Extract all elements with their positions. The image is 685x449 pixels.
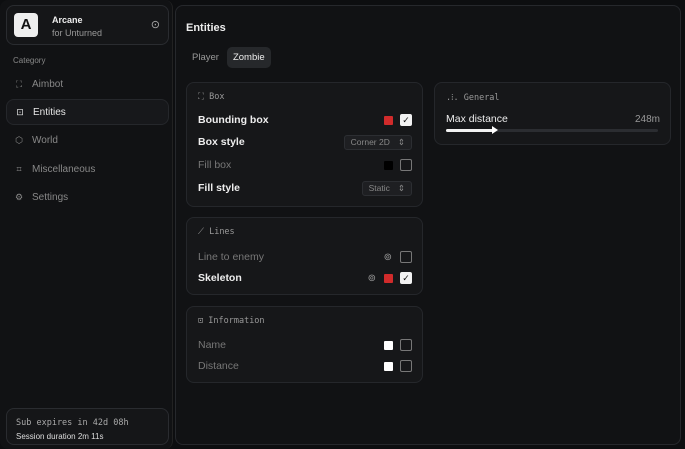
target-settings-icon[interactable]: ⊚ [367,272,376,284]
name-row: Name [198,337,412,353]
distance-checkbox[interactable] [400,360,412,372]
globe-icon: ⬡ [15,134,23,145]
tab-zombie[interactable]: Zombie [226,47,271,68]
information-header: ⊡ Information [198,316,265,326]
scan-icon: ⊡ [198,316,209,326]
max-distance-value: 248m [634,113,660,125]
lines-title: Lines [209,227,235,237]
sidebar-item-label: World [32,134,58,146]
chevron-updown-icon: ⇕ [397,182,405,193]
app-name: Arcane [52,15,83,25]
lines-header: ⟋ Lines [198,227,235,237]
sliders-icon: .⁞. [446,93,464,103]
line-to-enemy-label: Line to enemy [198,251,264,263]
sidebar-item-settings[interactable]: ⚙ Settings [6,184,169,210]
skeleton-label: Skeleton [198,272,242,284]
subscription-card: Sub expires in 42d 08h Session duration … [6,408,169,445]
fill-box-checkbox[interactable] [400,159,412,171]
fill-style-select[interactable]: Static ⇕ [361,180,412,196]
app-subtitle: for Unturned [52,28,103,38]
sidebar-item-label: Miscellaneous [32,163,96,175]
box-style-value: Corner 2D [350,137,390,147]
general-header: .⁞. General [446,92,500,103]
skeleton-color-swatch[interactable] [384,273,393,283]
lines-card: ⟋ Lines Line to enemy ⊚ Skeleton ⊚ ✓ [186,217,423,295]
skeleton-checkbox[interactable]: ✓ [400,272,412,284]
max-distance-row: Max distance 248m [446,111,660,127]
target-settings-icon[interactable]: ⊚ [383,251,392,263]
scan-face-icon: ⊡ [16,106,24,117]
page-title: Entities [186,22,226,34]
category-label: Category [13,56,46,65]
fill-box-color-swatch[interactable] [384,160,393,170]
line-icon: ⟋ [198,227,210,237]
box-icon: ⛶ [198,92,210,102]
bounding-box-checkbox[interactable]: ✓ [400,114,412,126]
box-header: ⛶ Box [198,92,224,102]
box-title: Box [209,92,225,102]
tab-player[interactable]: Player [192,52,219,63]
bounding-box-label: Bounding box [198,114,269,126]
fill-box-label: Fill box [198,159,232,171]
bounding-box-color-swatch[interactable] [384,115,393,125]
information-title: Information [208,316,265,326]
name-checkbox[interactable] [400,339,412,351]
sidebar-item-miscellaneous[interactable]: ⌗ Miscellaneous [6,156,169,182]
tab-bar: Player Zombie [186,47,271,68]
subscription-expiry: Sub expires in 42d 08h [16,418,129,428]
line-to-enemy-checkbox[interactable] [400,251,412,263]
sidebar-item-entities[interactable]: ⊡ Entities [6,99,169,125]
fill-style-label: Fill style [198,182,241,194]
name-color-swatch[interactable] [384,340,393,350]
information-card: ⊡ Information Name Distance [186,306,423,383]
gear-icon: ⚙ [14,191,24,202]
max-distance-label: Max distance [446,113,508,125]
session-duration: Session duration 2m 11s [16,432,104,441]
sidebar-item-label: Settings [32,191,69,203]
fill-style-value: Static [368,183,390,193]
brand-card: A Arcane for Unturned ⊙ [6,5,169,45]
max-distance-slider[interactable] [446,126,658,134]
sidebar-item-label: Entities [33,106,66,118]
sidebar-item-label: Aimbot [32,78,64,90]
name-label: Name [198,339,227,351]
box-style-label: Box style [198,136,245,148]
grid-icon: ⌗ [16,163,22,174]
general-card: .⁞. General Max distance 248m [434,82,671,145]
crosshair-icon: ⛶ [15,78,23,89]
line-to-enemy-row: Line to enemy ⊚ [198,249,412,265]
app-logo: A [14,13,38,37]
box-style-row: Box style Corner 2D ⇕ [198,134,412,150]
sidebar-item-world[interactable]: ⬡ World [6,127,169,153]
distance-label: Distance [198,360,239,372]
sidebar-item-aimbot[interactable]: ⛶ Aimbot [6,71,169,97]
sidebar: A Arcane for Unturned ⊙ Category ⛶ Aimbot… [0,0,173,449]
bounding-box-row: Bounding box ✓ [198,112,412,128]
distance-row: Distance [198,358,412,374]
slider-fill [446,129,495,132]
box-card: ⛶ Box Bounding box ✓ Box style Corner 2D ⇕ … [186,82,423,207]
general-title: General [463,93,500,103]
box-style-select[interactable]: Corner 2D ⇕ [343,134,412,150]
slider-handle[interactable] [491,126,498,134]
skeleton-row: Skeleton ⊚ ✓ [198,270,412,286]
fill-style-row: Fill style Static ⇕ [198,180,412,196]
main-panel: Entities Player Zombie ⛶ Box Bounding bo… [175,5,681,445]
fill-box-row: Fill box [198,157,412,173]
crosshair-settings-icon[interactable]: ⊙ [150,19,160,31]
chevron-updown-icon: ⇕ [397,136,405,147]
distance-color-swatch[interactable] [384,361,393,371]
